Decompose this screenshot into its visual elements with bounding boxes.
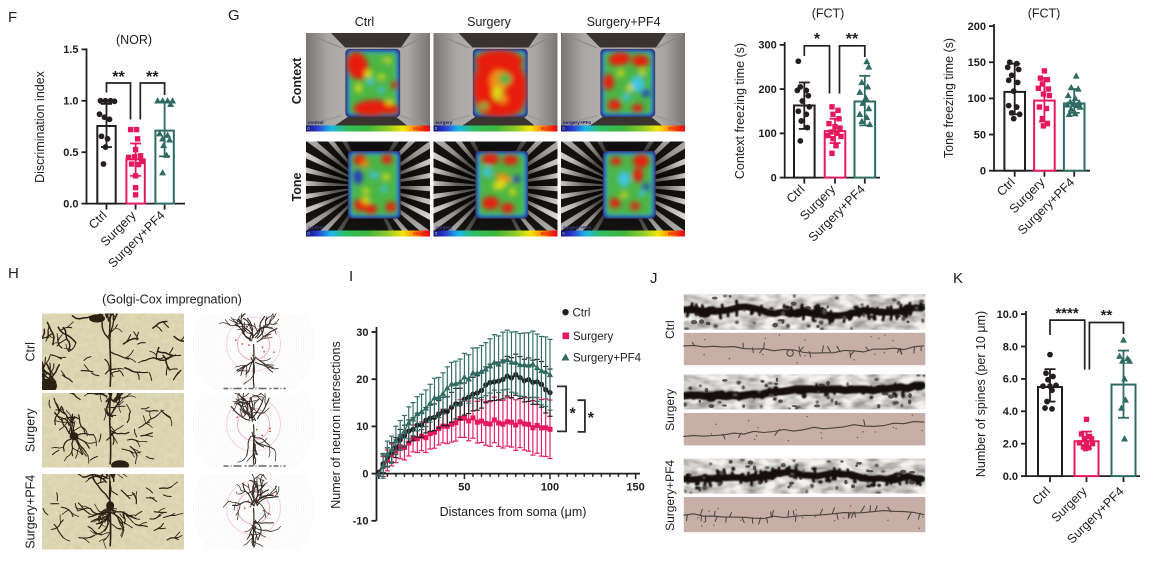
svg-text:20: 20 — [356, 374, 368, 386]
svg-text:200: 200 — [968, 21, 986, 33]
svg-text:0: 0 — [562, 231, 565, 236]
svg-text:H: H — [8, 265, 19, 282]
svg-text:Ctrl: Ctrl — [23, 342, 37, 361]
svg-text:Ctrl: Ctrl — [573, 307, 591, 319]
svg-text:100: 100 — [968, 93, 986, 105]
svg-text:Tone freezing time (s): Tone freezing time (s) — [942, 38, 956, 158]
svg-text:150: 150 — [968, 57, 986, 69]
svg-text:Number of spines (per 10 μm): Number of spines (per 10 μm) — [974, 311, 988, 477]
svg-text:Numer of neuron intersections: Numer of neuron intersections — [329, 341, 343, 508]
svg-text:0.5: 0.5 — [63, 147, 78, 159]
svg-text:50: 50 — [458, 482, 470, 494]
svg-text:surgery+PF4: surgery+PF4 — [563, 120, 591, 125]
svg-text:Surgery+PF4: Surgery+PF4 — [573, 353, 642, 365]
svg-text:4.0: 4.0 — [1003, 406, 1018, 418]
svg-text:****: **** — [1055, 305, 1079, 322]
svg-text:surgery+PF4: surgery+PF4 — [563, 225, 591, 230]
svg-text:**: ** — [112, 69, 125, 86]
svg-text:surgery: surgery — [436, 120, 453, 125]
svg-text:1.5: 1.5 — [63, 44, 78, 56]
svg-text:Ctrl: Ctrl — [663, 320, 677, 339]
svg-text:-10: -10 — [353, 516, 369, 528]
svg-text:10: 10 — [356, 421, 368, 433]
svg-text:J: J — [650, 270, 658, 287]
svg-text:Surgery+PF4: Surgery+PF4 — [663, 460, 677, 531]
svg-text:*: * — [588, 410, 595, 427]
svg-text:100: 100 — [758, 128, 776, 140]
svg-text:300: 300 — [758, 40, 776, 52]
svg-text:I: I — [349, 268, 353, 285]
svg-text:Surgery: Surgery — [663, 389, 677, 431]
svg-text:Ctrl: Ctrl — [784, 182, 808, 206]
svg-text:control: control — [308, 120, 324, 125]
svg-text:0: 0 — [307, 126, 310, 131]
svg-text:50cm/s: 50cm/s — [413, 231, 428, 236]
svg-text:surgery: surgery — [436, 225, 453, 230]
svg-text:Surgery+PF4: Surgery+PF4 — [587, 15, 661, 29]
svg-text:Ctrl: Ctrl — [1029, 484, 1053, 508]
svg-text:0: 0 — [435, 126, 438, 131]
svg-text:Ctrl: Ctrl — [86, 208, 110, 232]
svg-text:1.0: 1.0 — [63, 96, 78, 108]
svg-text:Surgery: Surgery — [23, 408, 37, 453]
svg-text:0: 0 — [362, 468, 368, 480]
svg-text:Distances from soma (μm): Distances from soma (μm) — [440, 505, 587, 519]
svg-text:50: 50 — [974, 129, 986, 141]
svg-text:K: K — [953, 270, 963, 287]
svg-text:2.0: 2.0 — [1003, 439, 1018, 451]
svg-text:*: * — [569, 406, 576, 423]
svg-text:0: 0 — [562, 126, 565, 131]
svg-text:**: ** — [846, 31, 859, 48]
svg-text:**: ** — [1101, 307, 1113, 324]
svg-text:0: 0 — [435, 231, 438, 236]
svg-text:Context: Context — [290, 57, 304, 104]
svg-text:10.0: 10.0 — [997, 309, 1018, 321]
svg-text:(NOR): (NOR) — [116, 33, 152, 47]
svg-text:200: 200 — [758, 84, 776, 96]
svg-text:F: F — [8, 9, 17, 26]
svg-text:0.0: 0.0 — [1003, 471, 1018, 483]
svg-text:100: 100 — [541, 482, 559, 494]
svg-text:8.0: 8.0 — [1003, 341, 1018, 353]
svg-text:50cm/s: 50cm/s — [668, 231, 683, 236]
svg-text:control: control — [308, 225, 324, 230]
svg-text:0: 0 — [980, 166, 986, 178]
svg-text:(FCT): (FCT) — [1028, 7, 1061, 21]
svg-text:50cm/s: 50cm/s — [668, 126, 683, 131]
svg-text:150: 150 — [626, 482, 644, 494]
svg-text:Tone: Tone — [290, 172, 304, 201]
svg-text:G: G — [228, 7, 240, 24]
svg-text:50cm/s: 50cm/s — [413, 126, 428, 131]
svg-text:30: 30 — [356, 327, 368, 339]
svg-text:(Golgi-Cox impregnation): (Golgi-Cox impregnation) — [102, 293, 242, 307]
svg-text:Ctrl: Ctrl — [355, 15, 374, 29]
svg-text:Surgery: Surgery — [573, 331, 614, 343]
svg-text:Context freezing time (s): Context freezing time (s) — [733, 43, 747, 179]
svg-text:*: * — [814, 31, 821, 48]
svg-text:50cm/s: 50cm/s — [541, 126, 556, 131]
svg-text:(FCT): (FCT) — [812, 7, 845, 21]
svg-text:0: 0 — [771, 172, 777, 184]
svg-text:Ctrl: Ctrl — [994, 175, 1018, 199]
svg-text:Surgery+PF4: Surgery+PF4 — [23, 475, 37, 549]
svg-text:0.0: 0.0 — [63, 198, 78, 210]
svg-text:0: 0 — [307, 231, 310, 236]
svg-text:Surgery: Surgery — [467, 15, 512, 29]
svg-text:Discrimination index: Discrimination index — [33, 70, 47, 183]
svg-text:**: ** — [146, 69, 159, 86]
svg-text:50cm/s: 50cm/s — [541, 231, 556, 236]
svg-text:6.0: 6.0 — [1003, 374, 1018, 386]
